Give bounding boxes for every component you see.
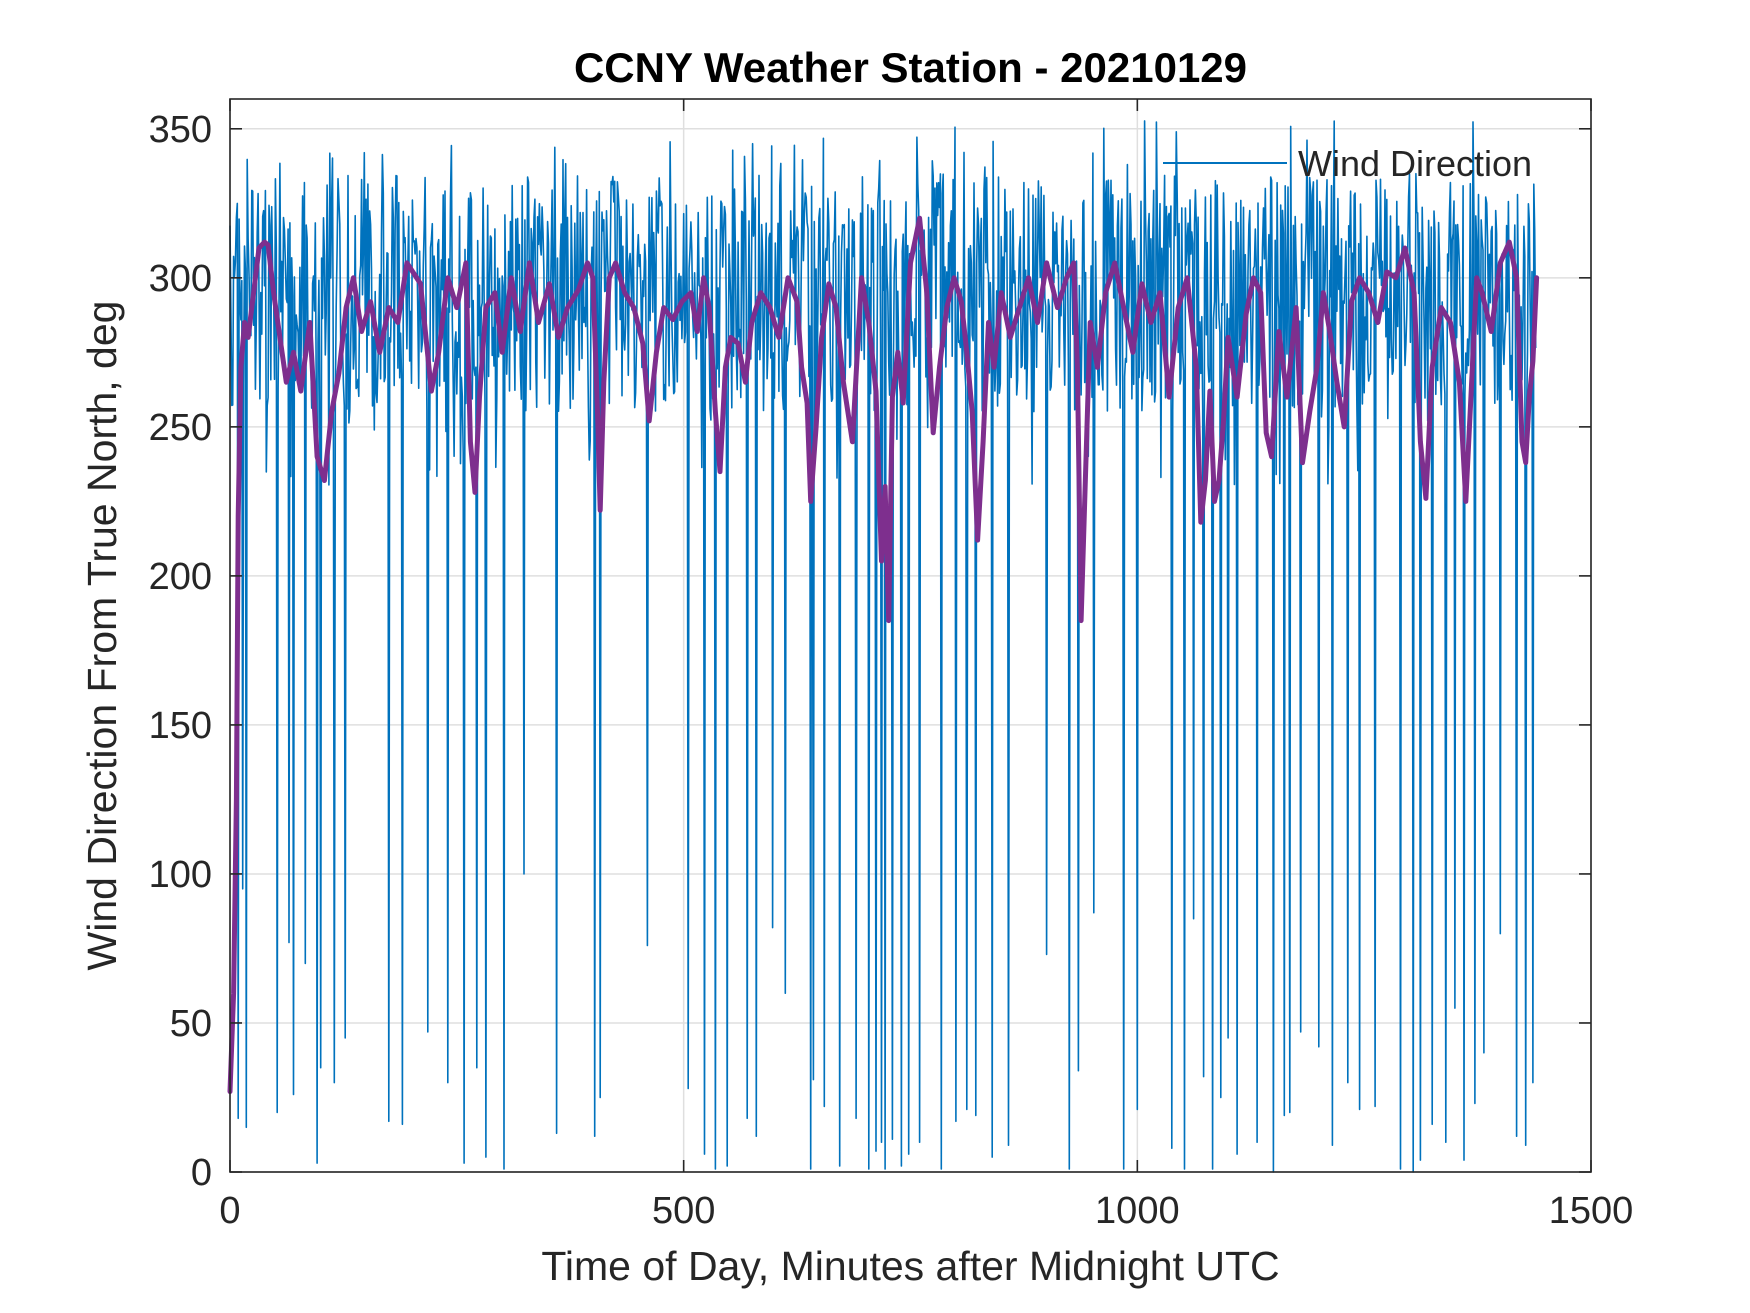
y-tick-label: 100 — [149, 854, 212, 896]
y-tick-label: 50 — [170, 1003, 212, 1045]
smoothed-direction-line — [227, 215, 1540, 1094]
y-tick-label: 350 — [149, 109, 212, 151]
legend: Wind Direction — [1163, 143, 1532, 184]
legend-label: Wind Direction — [1298, 143, 1532, 184]
x-tick-label: 1500 — [1549, 1190, 1634, 1232]
axes-box — [229, 98, 1592, 1173]
x-axis-label: Time of Day, Minutes after Midnight UTC — [541, 1243, 1279, 1289]
x-tick-label: 500 — [652, 1190, 715, 1232]
y-tick-label: 0 — [191, 1152, 212, 1194]
x-tick-label: 1000 — [1095, 1190, 1180, 1232]
y-tick-label: 300 — [149, 258, 212, 300]
y-tick-label: 150 — [149, 705, 212, 747]
y-tick-label: 250 — [149, 407, 212, 449]
ticks: 0 500 1000 1500 0 50 100 150 200 250 300 350 — [149, 99, 1634, 1232]
series-layer — [227, 120, 1540, 1173]
wind-direction-line — [229, 120, 1537, 1173]
chart-title: CCNY Weather Station - 20210129 — [574, 44, 1247, 91]
y-tick-label: 200 — [149, 556, 212, 598]
x-tick-label: 0 — [219, 1190, 240, 1232]
y-axis-label: Wind Direction From True North, deg — [79, 301, 125, 971]
